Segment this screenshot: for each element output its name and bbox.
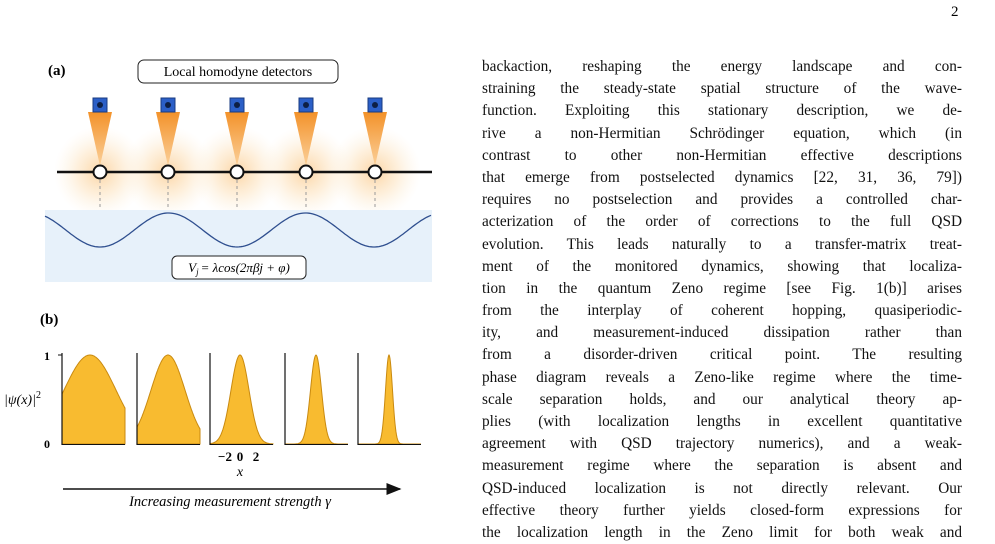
text-line: the localization length in the Zeno limi… xyxy=(482,523,962,541)
page-number: 2 xyxy=(951,4,959,20)
x-tick: 2 xyxy=(253,449,260,464)
text-line: acterization of the order of corrections… xyxy=(482,213,962,231)
text-line: measurement regime where the separation … xyxy=(482,457,962,475)
panel-label: (a) xyxy=(48,63,66,79)
x-label: x xyxy=(236,465,244,480)
density xyxy=(358,353,421,445)
text-line: effective theory further yields closed-f… xyxy=(482,501,962,519)
text-line: contrast to other non-Hermitian effectiv… xyxy=(482,146,962,164)
cone xyxy=(225,112,249,166)
lens xyxy=(303,102,309,108)
cone xyxy=(363,112,387,166)
text-column: backaction, reshaping the energy landsca… xyxy=(482,56,962,544)
density xyxy=(136,354,201,445)
density xyxy=(61,354,126,445)
text-line: agreement with QSD trajectory numerics),… xyxy=(482,435,962,453)
text-line: from the interplay of coherent hopping, … xyxy=(482,302,962,320)
site xyxy=(367,164,383,180)
site xyxy=(229,164,245,180)
site xyxy=(298,164,314,180)
text-line: evolution. This leads naturally to a tra… xyxy=(482,235,962,253)
density-panels xyxy=(58,353,421,445)
y-tick: 0 xyxy=(44,437,50,451)
potential-wave xyxy=(44,212,432,248)
y-label-main: |ψ(x)| xyxy=(4,393,36,408)
text-line: function. Exploiting this stationary des… xyxy=(482,102,962,120)
label-box xyxy=(137,59,339,84)
text-line: tion in the quantum Zeno regime [see Fig… xyxy=(482,279,962,297)
text-line: QSD-induced localization is not directly… xyxy=(482,479,962,497)
cone xyxy=(88,112,112,166)
detectors-label: Local homodyne detectors xyxy=(164,65,313,80)
formula-rhs: = λcos(2πβj + φ) xyxy=(201,260,290,275)
x-tick: −2 xyxy=(218,449,232,464)
lens xyxy=(234,102,240,108)
text-line: phase diagram reveals a Zeno-like regime… xyxy=(482,368,962,386)
density xyxy=(285,354,348,445)
y-label-sup: 2 xyxy=(36,390,41,401)
site xyxy=(160,164,176,180)
formula-lhs: V xyxy=(188,260,198,275)
site xyxy=(92,164,108,180)
cone xyxy=(156,112,180,166)
text-line: ity, and measurement-induced dissipation… xyxy=(482,324,962,342)
density xyxy=(209,354,274,445)
text-line: from a disorder-driven critical point. T… xyxy=(482,346,962,364)
lens xyxy=(165,102,171,108)
text-line: that emerge from postselected dynamics [… xyxy=(482,168,962,186)
text-line: plies (with localization lengths in exce… xyxy=(482,413,962,430)
formula-box xyxy=(171,255,307,280)
detectors xyxy=(54,97,432,218)
formula-sub: j xyxy=(195,267,199,277)
lens xyxy=(97,102,103,108)
figure: (a) Local homodyne detectors Vj = λcos(2π… xyxy=(4,59,432,510)
text-line: requires no postselection and provides a… xyxy=(482,191,962,209)
formula: Vj = λcos(2πβj + φ) xyxy=(188,260,290,277)
text-line: scale separation holds, and our analytic… xyxy=(482,390,962,408)
text-line: rive a non-Hermitian Schrödinger equatio… xyxy=(482,124,962,142)
lens xyxy=(372,102,378,108)
x-tick: 0 xyxy=(237,449,244,464)
cone xyxy=(294,112,318,166)
text-line: backaction, reshaping the energy landsca… xyxy=(482,58,962,75)
text-line: ment of the monitored dynamics, showing … xyxy=(482,257,962,275)
y-tick: 1 xyxy=(44,349,50,363)
y-label: |ψ(x)|2 xyxy=(4,390,41,408)
text-line: straining the steady-state spatial struc… xyxy=(482,80,962,98)
arrow-label: Increasing measurement strength γ xyxy=(128,494,332,510)
panel-label: (b) xyxy=(40,312,58,328)
